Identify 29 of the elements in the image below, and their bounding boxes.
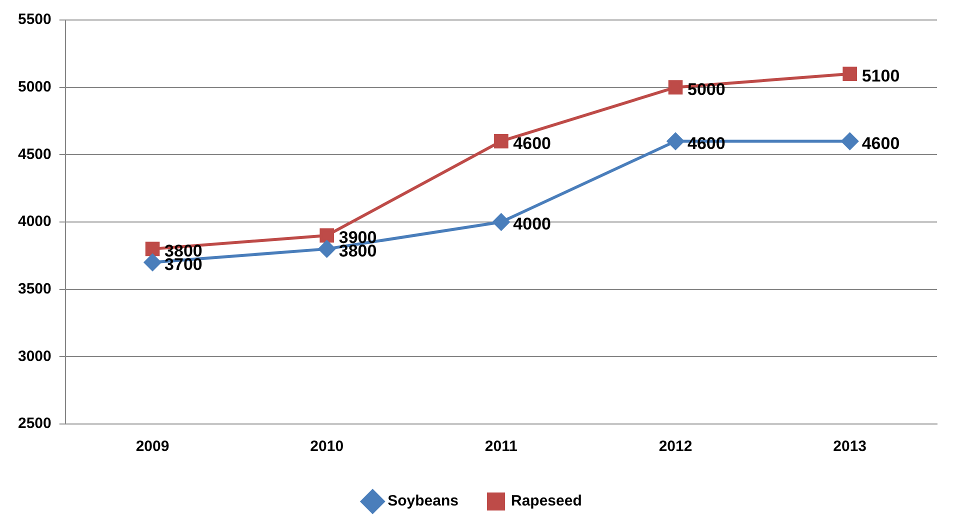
x-tick-label: 2012 (658, 438, 692, 456)
data-label: 4600 (862, 134, 900, 153)
point (667, 132, 684, 150)
point (842, 66, 857, 82)
x-tick-label: 2013 (833, 438, 867, 456)
data-label: 4600 (513, 134, 552, 153)
y-tick-label: 3000 (18, 348, 52, 365)
point (494, 134, 508, 148)
legend-label: Rapeseed (510, 492, 582, 510)
y-tick-label: 5000 (18, 78, 52, 96)
point (492, 214, 510, 230)
y-tick-label: 4500 (18, 146, 52, 163)
point (320, 228, 334, 243)
data-label: 4000 (513, 214, 552, 234)
point (145, 242, 160, 256)
x-tick-label: 2011 (484, 438, 518, 456)
y-tick-label: 4000 (18, 213, 52, 230)
point (318, 240, 336, 258)
point (668, 80, 683, 94)
legend-label: Soybeans (388, 492, 459, 510)
data-label: 5100 (862, 66, 900, 86)
point (841, 132, 858, 150)
point (144, 254, 162, 271)
data-label: 5000 (688, 80, 726, 100)
x-tick-label: 2009 (136, 438, 170, 456)
y-tick-label: 5500 (18, 11, 52, 28)
x-tick-label: 2010 (310, 438, 344, 456)
y-tick-label: 3500 (18, 280, 52, 298)
y-tick-label: 2500 (18, 415, 52, 432)
